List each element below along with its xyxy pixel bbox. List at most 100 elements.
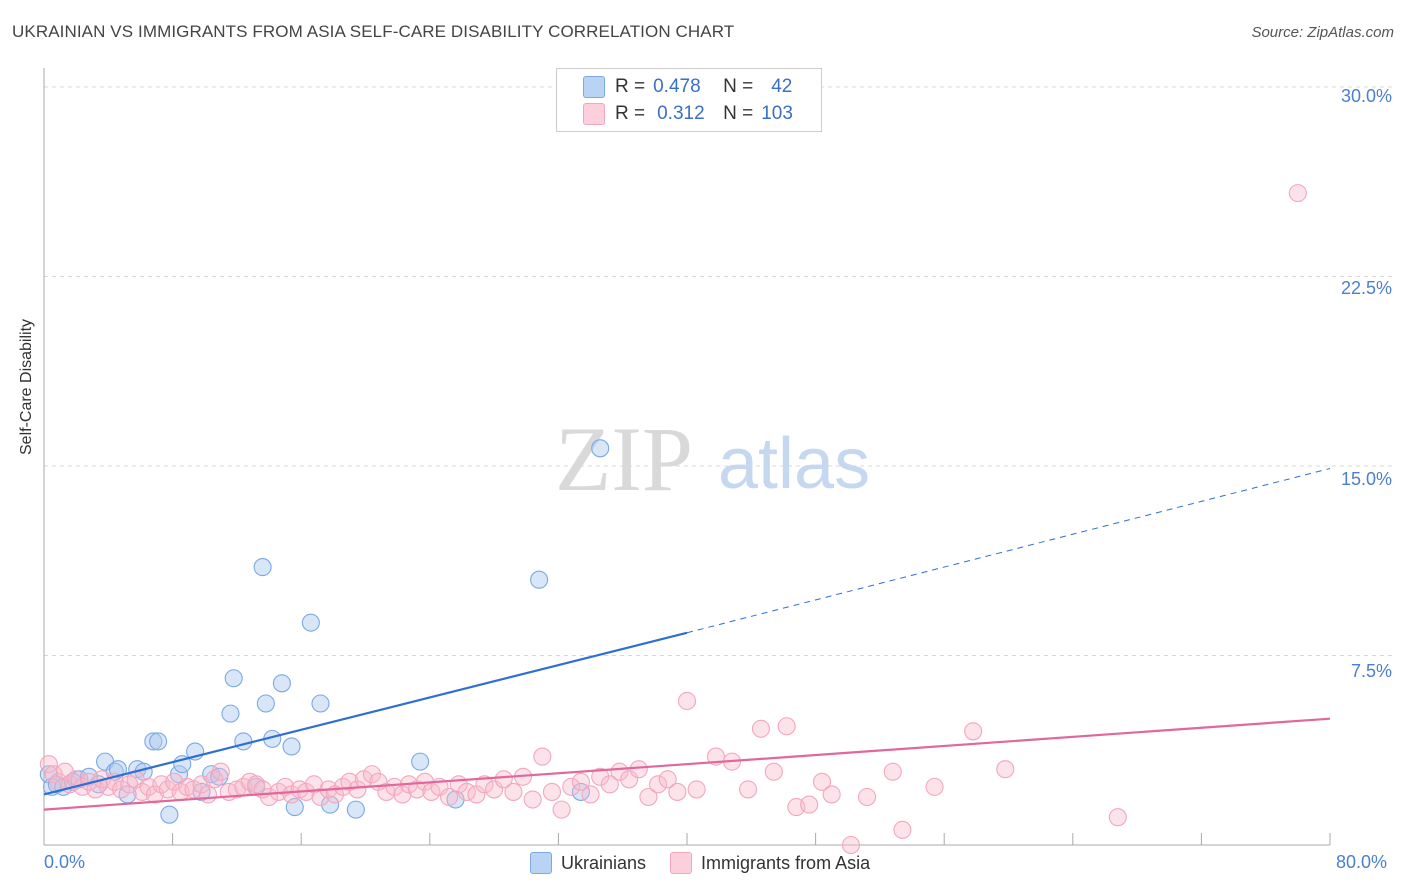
watermark-zip: ZIP <box>555 408 693 510</box>
point-ukrainians <box>411 752 430 771</box>
legend-item-immigrants-asia[interactable]: Immigrants from Asia <box>670 852 870 874</box>
point-immigrants-asia <box>964 722 983 741</box>
x-tick-label-max: 80.0% <box>1336 852 1388 872</box>
point-ukrainians <box>221 704 240 723</box>
point-ukrainians <box>530 570 549 589</box>
trend-line-ukrainians-extrapolated <box>686 468 1331 634</box>
point-ukrainians <box>256 694 275 713</box>
point-immigrants-asia <box>800 795 819 814</box>
legend-r-value-blue: 0.478 <box>653 76 701 97</box>
point-ukrainians <box>144 732 163 751</box>
stats-legend: R = 0.478 N = 42 R = 0.312 N = 103 <box>556 68 822 132</box>
point-immigrants-asia <box>504 782 523 801</box>
point-immigrants-asia <box>581 785 600 804</box>
legend-n-value-blue: 42 <box>771 76 793 97</box>
point-immigrants-asia <box>393 785 412 804</box>
point-immigrants-asia <box>751 719 770 738</box>
legend-r-label: R = <box>615 76 646 97</box>
point-immigrants-asia <box>883 762 902 781</box>
point-ukrainians <box>591 439 610 458</box>
legend-swatch-pink <box>670 852 693 874</box>
point-immigrants-asia <box>639 787 658 807</box>
legend-item-ukrainians[interactable]: Ukrainians <box>530 852 646 874</box>
point-immigrants-asia <box>925 777 944 796</box>
point-immigrants-asia <box>812 772 832 791</box>
legend-n-value-pink: 103 <box>761 103 793 124</box>
point-immigrants-asia <box>764 762 783 781</box>
point-immigrants-asia <box>533 747 552 766</box>
point-immigrants-asia <box>1288 184 1307 203</box>
point-immigrants-asia <box>494 770 513 789</box>
point-immigrants-asia <box>996 760 1015 779</box>
point-immigrants-asia <box>739 780 758 799</box>
point-immigrants-asia <box>1108 808 1127 827</box>
point-ukrainians <box>160 805 179 824</box>
legend-swatch-blue <box>530 852 552 874</box>
gridlines <box>44 86 1392 656</box>
point-immigrants-asia <box>649 775 668 794</box>
watermark-atlas: atlas <box>718 424 870 504</box>
legend-row-pink: R = 0.312 N = 103 <box>583 101 793 127</box>
point-immigrants-asia <box>857 787 877 807</box>
legend-r-label: R = <box>615 103 646 124</box>
point-immigrants-asia <box>475 775 494 794</box>
point-ukrainians <box>346 800 365 819</box>
y-tick-label: 22.5% <box>1340 278 1392 298</box>
data-points <box>39 184 1307 855</box>
point-immigrants-asia <box>211 762 230 781</box>
y-tick-label: 30.0% <box>1340 86 1392 106</box>
point-immigrants-asia <box>629 760 648 779</box>
y-axis-label: Self-Care Disability <box>18 318 35 455</box>
point-ukrainians <box>253 558 272 577</box>
point-ukrainians <box>282 737 301 756</box>
point-immigrants-asia <box>205 770 224 789</box>
point-immigrants-asia <box>677 691 697 711</box>
point-ukrainians <box>321 795 340 814</box>
y-tick-label: 15.0% <box>1340 469 1392 489</box>
point-ukrainians <box>272 674 291 693</box>
point-immigrants-asia <box>777 717 796 736</box>
point-immigrants-asia <box>571 772 590 791</box>
chart-title: UKRAINIAN VS IMMIGRANTS FROM ASIA SELF-C… <box>12 22 735 41</box>
series-legend: Ukrainians Immigrants from Asia <box>530 852 894 874</box>
point-immigrants-asia <box>552 800 571 819</box>
point-immigrants-asia <box>362 765 381 784</box>
legend-row-blue: R = 0.478 N = 42 <box>583 74 792 100</box>
y-tick-label: 7.5% <box>1350 661 1392 681</box>
point-immigrants-asia <box>893 820 912 839</box>
point-ukrainians <box>234 732 253 751</box>
point-immigrants-asia <box>822 785 841 804</box>
point-ukrainians <box>301 613 320 632</box>
point-ukrainians <box>224 669 243 688</box>
point-immigrants-asia <box>39 755 58 774</box>
point-immigrants-asia <box>276 777 295 796</box>
legend-n-label: N = <box>723 76 754 97</box>
point-ukrainians <box>311 694 330 713</box>
point-immigrants-asia <box>687 780 706 799</box>
point-immigrants-asia <box>440 787 459 807</box>
trend-line-ukrainians <box>43 631 688 796</box>
point-immigrants-asia <box>600 775 619 794</box>
point-immigrants-asia <box>542 782 562 801</box>
point-immigrants-asia <box>198 785 218 804</box>
point-immigrants-asia <box>562 777 581 796</box>
legend-swatch-pink <box>583 103 605 125</box>
x-tick-label-min: 0.0% <box>44 852 86 872</box>
legend-swatch-blue <box>583 76 605 98</box>
legend-label-immigrants-asia: Immigrants from Asia <box>701 852 871 873</box>
point-immigrants-asia <box>610 762 629 781</box>
point-immigrants-asia <box>841 835 861 855</box>
point-immigrants-asia <box>658 770 677 789</box>
point-immigrants-asia <box>523 790 542 809</box>
point-immigrants-asia <box>348 780 367 799</box>
point-ukrainians <box>149 732 168 751</box>
source-label: Source: ZipAtlas.com <box>1251 24 1394 41</box>
legend-r-value-pink: 0.312 <box>657 103 705 124</box>
legend-n-label: N = <box>723 103 754 124</box>
axes <box>43 68 1331 846</box>
trend-line-immigrants-asia <box>43 717 1331 811</box>
point-immigrants-asia <box>591 767 610 786</box>
legend-label-ukrainians: Ukrainians <box>561 852 647 873</box>
trend-lines <box>43 468 1331 811</box>
